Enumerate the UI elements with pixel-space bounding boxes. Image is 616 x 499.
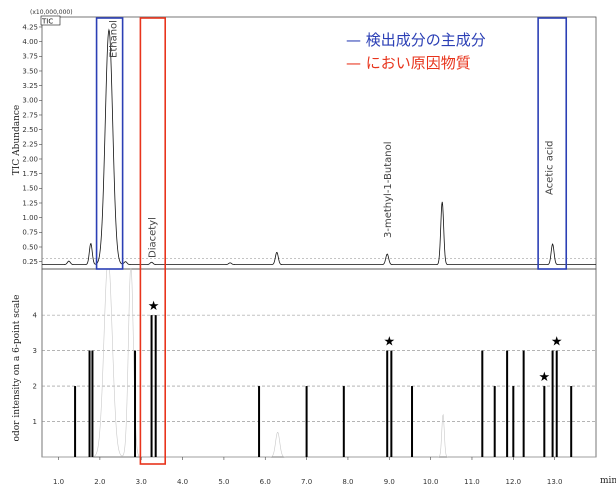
odor-y-tick-label: 2 (33, 383, 37, 391)
x-tick-label: 1.0 (53, 478, 64, 486)
highlight-boxes (95, 17, 568, 465)
odor-stars: ★ ★ ★ ★ (148, 299, 563, 385)
ethanol-highlight-box (95, 17, 124, 270)
tic-y-tick-label: 4.25 (22, 23, 38, 31)
peak-label: Ethanol (108, 20, 119, 58)
peak-label: Diacetyl (148, 217, 159, 258)
tic-y-tick-label: 2.50 (22, 126, 38, 134)
odor-bar (555, 350, 558, 457)
odor-bar (258, 386, 261, 457)
tic-trace-line (42, 28, 596, 265)
odor-bar (88, 350, 91, 457)
tic-panel-frame (41, 16, 597, 270)
tic-y-tick-label: 1.50 (22, 185, 38, 193)
odor-star-marker: ★ (383, 335, 395, 350)
x-ticks: 1.0 2.0 3.0 4.0 5.0 6.0 7.0 8.0 9.0 10.0 11.0 12.0 1… (53, 457, 562, 486)
tic-y-tick-label: 3.00 (22, 97, 38, 105)
tic-y-tick-label: 1.00 (22, 214, 38, 222)
odor-bar (390, 350, 393, 457)
odor-star-marker: ★ (551, 335, 563, 350)
x-axis-unit: min (600, 476, 616, 486)
odor-y-ticks: 1 2 3 4 (33, 312, 38, 426)
tic-y-tick-label: 0.25 (22, 258, 38, 266)
tic-y-tick-label: 1.25 (22, 199, 38, 207)
odor-bar (342, 386, 345, 457)
x-tick-label: 11.0 (464, 478, 480, 486)
tic-trace (42, 28, 596, 265)
x-tick-label: 8.0 (342, 478, 353, 486)
tic-y-tick-label: 3.75 (22, 53, 38, 61)
tic-y-tick-label: 3.50 (22, 67, 38, 75)
odor-y-tick-label: 3 (33, 347, 37, 355)
tic-y-tick-label: 2.25 (22, 141, 38, 149)
tic-y-axis-title: TIC Abundance (12, 105, 22, 175)
tic-tag: TIC (41, 18, 53, 26)
diacetyl-highlight-box (139, 17, 167, 465)
odor-bar (154, 315, 157, 457)
x-tick-label: 9.0 (384, 478, 395, 486)
odor-bar (570, 386, 573, 457)
odor-bar (386, 350, 389, 457)
odor-bar (512, 386, 515, 457)
odor-y-tick-label: 1 (33, 418, 37, 426)
odor-bar (91, 350, 94, 457)
x-tick-label: 2.0 (94, 478, 105, 486)
tic-y-tick-label: 0.75 (22, 229, 38, 237)
scale-note: (x10,000,000) (30, 9, 73, 16)
odor-bar (551, 350, 554, 457)
odor-y-tick-label: 4 (33, 312, 38, 320)
x-tick-label: 6.0 (260, 478, 271, 486)
odor-bar (74, 386, 77, 457)
x-tick-label: 13.0 (547, 478, 563, 486)
odor-star-marker: ★ (148, 299, 160, 314)
odor-bar (506, 350, 509, 457)
peak-label: Acetic acid (544, 141, 555, 195)
x-tick-label: 10.0 (423, 478, 439, 486)
legend-odor-causing: — におい原因物質 (346, 54, 471, 72)
odor-bar (150, 315, 153, 457)
peak-labels: Ethanol Diacetyl 3-methyl-1-Butanol Acetic … (108, 20, 555, 258)
x-tick-label: 12.0 (506, 478, 522, 486)
peak-label: 3-methyl-1-Butanol (383, 141, 394, 238)
odor-bar (134, 350, 137, 457)
x-tick-label: 4.0 (177, 478, 188, 486)
tic-y-tick-label: 1.75 (22, 170, 38, 178)
tic-y-tick-label: 3.25 (22, 82, 38, 90)
odor-bar (543, 386, 546, 457)
tic-y-tick-label: 0.50 (22, 243, 38, 251)
tic-tag-box (40, 15, 61, 26)
x-tick-label: 7.0 (301, 478, 312, 486)
odor-bar (411, 386, 414, 457)
odor-bar (305, 386, 308, 457)
odor-bar (522, 350, 525, 457)
legend-main-components: — 検出成分の主成分 (346, 31, 486, 49)
odor-bars (74, 315, 573, 457)
odor-bar (481, 350, 484, 457)
acetic-acid-highlight-box (537, 17, 568, 270)
odor-star-marker: ★ (538, 370, 550, 385)
odor-bar (493, 386, 496, 457)
odor-y-axis-title: odor intensity on a 6-point scale (12, 295, 22, 442)
x-tick-label: 3.0 (136, 478, 147, 486)
x-tick-label: 5.0 (218, 478, 229, 486)
tic-y-ticks: 0.25 0.50 0.75 1.00 1.25 1.50 1.75 2.00 2.25 2.50… (22, 23, 42, 266)
tic-y-tick-label: 2.75 (22, 111, 38, 119)
tic-y-tick-label: 4.00 (22, 38, 38, 46)
tic-y-tick-label: 2.00 (22, 155, 38, 163)
